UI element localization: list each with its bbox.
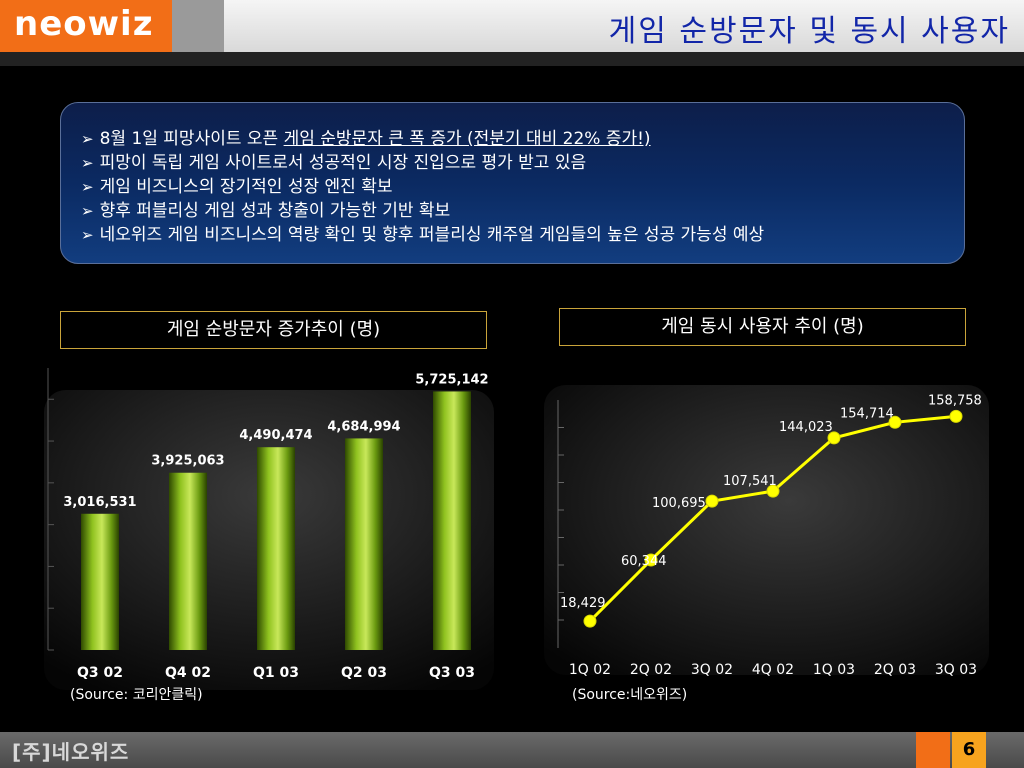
bar-value-label: 3,925,063 [151, 454, 224, 469]
bar-value-label: 3,016,531 [63, 495, 136, 510]
bullet-item: ➢ 향후 퍼블리싱 게임 성과 창출이 가능한 기반 확보 [81, 199, 964, 223]
point-value-label: 144,023 [779, 420, 833, 435]
logo-text: neowiz [14, 4, 154, 44]
bar [345, 438, 383, 650]
bullet-list: ➢ 8월 1일 피망사이트 오픈 게임 순방문자 큰 폭 증가 (전분기 대비 2… [61, 103, 964, 247]
x-tick-label: 3Q 02 [691, 662, 733, 678]
arrow-icon: ➢ [81, 154, 94, 172]
x-tick-label: Q4 02 [165, 665, 211, 681]
bar [81, 513, 119, 650]
header-bar: neowiz 게임 순방문자 및 동시 사용자 [0, 0, 1024, 52]
bullet-text: 향후 퍼블리싱 게임 성과 창출이 가능한 기반 확보 [99, 201, 451, 221]
x-tick-label: Q1 03 [253, 665, 299, 681]
x-tick-label: Q2 03 [341, 665, 387, 681]
x-tick-label: 4Q 02 [752, 662, 794, 678]
arrow-icon: ➢ [81, 202, 94, 220]
arrow-icon: ➢ [81, 178, 94, 196]
bullet-text: 피망이 독립 게임 사이트로서 성공적인 시장 진입으로 평가 받고 있음 [99, 153, 587, 173]
point-value-label: 100,695 [652, 496, 706, 511]
point-value-label: 107,541 [723, 474, 777, 489]
visitors-chart-title: 게임 순방문자 증가추이 (명) [60, 311, 487, 349]
arrow-icon: ➢ [81, 226, 94, 244]
point-value-label: 18,429 [560, 596, 606, 611]
bar [257, 447, 295, 650]
plot-background [544, 385, 989, 675]
data-point [583, 614, 597, 628]
bar-value-label: 5,725,142 [415, 372, 488, 387]
bar [169, 472, 207, 650]
bar [433, 391, 471, 650]
x-tick-label: Q3 02 [77, 665, 123, 681]
point-value-label: 154,714 [840, 406, 894, 421]
x-tick-label: 2Q 03 [874, 662, 916, 678]
bullet-item: ➢ 8월 1일 피망사이트 오픈 게임 순방문자 큰 폭 증가 (전분기 대비 2… [81, 127, 964, 151]
page-title: 게임 순방문자 및 동시 사용자 [608, 14, 1010, 49]
data-point [644, 553, 658, 567]
page-accent [916, 732, 950, 768]
bullet-item: ➢ 게임 비즈니스의 장기적인 성장 엔진 확보 [81, 175, 964, 199]
bullet-item: ➢ 피망이 독립 게임 사이트로서 성공적인 시장 진입으로 평가 받고 있음 [81, 151, 964, 175]
point-value-label: 60,344 [621, 554, 667, 569]
concurrent-source: (Source:네오위즈) [572, 687, 688, 703]
page-number: 6 [952, 732, 986, 768]
data-point [705, 494, 719, 508]
x-tick-label: 1Q 02 [569, 662, 611, 678]
data-point [949, 409, 963, 423]
x-tick-label: 2Q 02 [630, 662, 672, 678]
concurrent-chart-title: 게임 동시 사용자 추이 (명) [559, 308, 966, 346]
visitors-bar-chart: 3,016,531 Q3 02 3,925,063 Q4 02 4,490,474 Q1 … [44, 368, 494, 690]
bullet-item: ➢ 네오위즈 게임 비즈니스의 역량 확인 및 향후 퍼블리싱 캐주얼 게임들의 … [81, 223, 964, 247]
data-point [888, 415, 902, 429]
bullet-text: 8월 1일 피망사이트 오픈 [99, 129, 284, 149]
x-tick-label: 1Q 03 [813, 662, 855, 678]
data-point [827, 431, 841, 445]
bullet-text: 게임 비즈니스의 장기적인 성장 엔진 확보 [99, 177, 393, 197]
x-tick-label: 3Q 03 [935, 662, 977, 678]
concurrent-line-chart: 18,429 1Q 02 60,344 2Q 02 100,695 3Q 02 107,54… [544, 385, 989, 678]
header-strip [0, 52, 1024, 66]
footer-bar: [주]네오위즈 6 [0, 732, 1024, 768]
header-divider [172, 0, 224, 52]
summary-box: ➢ 8월 1일 피망사이트 오픈 게임 순방문자 큰 폭 증가 (전분기 대비 2… [60, 102, 965, 264]
arrow-icon: ➢ [81, 130, 94, 148]
bar-value-label: 4,684,994 [327, 419, 400, 434]
bar-value-label: 4,490,474 [239, 428, 312, 443]
bullet-highlight: 게임 순방문자 큰 폭 증가 (전분기 대비 22% 증가!) [283, 129, 651, 149]
footer-logo: [주]네오위즈 [12, 740, 130, 764]
neowiz-logo: neowiz [0, 0, 172, 52]
bullet-text: 네오위즈 게임 비즈니스의 역량 확인 및 향후 퍼블리싱 캐주얼 게임들의 높… [99, 225, 765, 245]
data-point [766, 484, 780, 498]
x-tick-label: Q3 03 [429, 665, 475, 681]
point-value-label: 158,758 [928, 393, 982, 408]
visitors-source: (Source: 코리안클릭) [70, 687, 203, 703]
